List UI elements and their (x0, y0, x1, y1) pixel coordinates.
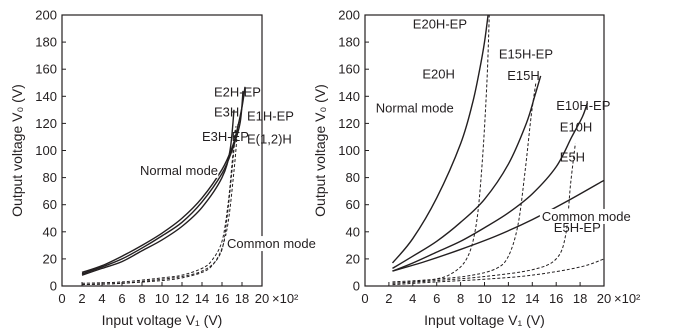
x-tick-label: 8 (138, 291, 145, 306)
y-tick-label: 0 (353, 279, 360, 294)
x-tick-label: 4 (409, 291, 416, 306)
common-mode-line-7 (392, 143, 576, 284)
common-mode-line-6 (392, 82, 537, 283)
x-tick-label: 12 (175, 291, 189, 306)
curve-label-e-1-2-h: E(1,2)H (247, 132, 292, 147)
curve-label-e5h-ep: E5H-EP (554, 220, 601, 235)
curve-label-common-mode: Common mode (542, 209, 631, 224)
label-background (225, 236, 306, 252)
curve-label-e10h: E10H (560, 120, 593, 135)
x-tick-label: 2 (385, 291, 392, 306)
curve-label-common-mode: Common mode (227, 236, 316, 251)
x-tick-label: 0 (58, 291, 65, 306)
normal-mode-line-1 (391, 15, 489, 264)
curve-label-e2h-ep: E2H-EP (214, 84, 261, 99)
x-tick-label: 10 (477, 291, 491, 306)
curve-label-e15h-ep: E15H-EP (499, 46, 553, 61)
x-tick-label: 20 (255, 291, 269, 306)
label-background (539, 208, 621, 224)
x-tick-label: 14 (525, 291, 539, 306)
normal-mode-line-1 (81, 86, 246, 274)
normal-mode-line-2 (81, 90, 244, 275)
series-group (81, 86, 246, 286)
y-tick-label: 40 (346, 224, 360, 239)
y-tick-label: 100 (35, 143, 57, 158)
y-tick-label: 0 (50, 279, 57, 294)
common-mode-line-4 (81, 126, 237, 286)
x-tick-label: 6 (433, 291, 440, 306)
curve-label-e5h: E5H (560, 149, 585, 164)
normal-mode-line-3 (81, 109, 235, 276)
y-tick-label: 20 (43, 251, 57, 266)
label-background (138, 162, 219, 178)
normal-mode-line-4 (392, 179, 604, 272)
curve-label-e15h: E15H (507, 68, 540, 83)
y-tick-label: 100 (338, 143, 360, 158)
curve-label-e3h: E3H (214, 105, 239, 120)
y-tick-label: 80 (43, 170, 57, 185)
x-tick-label: 18 (235, 291, 249, 306)
normal-mode-line-3 (392, 102, 588, 272)
y-tick-label: 120 (35, 116, 57, 131)
x-tick-label: 0 (361, 291, 368, 306)
x-multiplier-label: ×10² (614, 291, 641, 306)
y-tick-label: 180 (35, 35, 57, 50)
y-tick-label: 200 (338, 8, 360, 23)
chart-panel-2: 0 20 40 60 80 100 120 140 160 180 200 0 2 4 6 8 10 12 14 16… (312, 8, 641, 329)
curve-label-normal-mode: Normal mode (140, 163, 218, 178)
common-mode-line-5 (392, 15, 490, 284)
x-tick-label: 6 (118, 291, 125, 306)
common-mode-line-8 (392, 258, 604, 286)
common-mode-line-6 (81, 123, 239, 286)
x-tick-label: 12 (501, 291, 515, 306)
y-axis-label: Output voltage V₀ (V) (9, 84, 25, 217)
x-axis-label: Input voltage V₁ (V) (102, 312, 223, 328)
y-tick-label: 60 (346, 197, 360, 212)
curve-label-e1h-ep: E1H-EP (247, 109, 294, 124)
x-tick-label: 20 (597, 291, 611, 306)
series-group (391, 15, 604, 286)
x-tick-label: 14 (195, 291, 209, 306)
label-background (373, 100, 455, 116)
x-tick-label: 4 (98, 291, 105, 306)
x-tick-label: 18 (573, 291, 587, 306)
curve-label-e10h-ep: E10H-EP (556, 98, 610, 113)
y-tick-label: 120 (338, 116, 360, 131)
curve-label-e3h-ep: E3H-EP (202, 129, 249, 144)
y-tick-label: 140 (338, 89, 360, 104)
x-tick-label: 10 (155, 291, 169, 306)
x-tick-label: 16 (215, 291, 229, 306)
y-tick-label: 180 (338, 35, 360, 50)
y-tick-label: 40 (43, 224, 57, 239)
y-tick-label: 200 (35, 8, 57, 23)
curve-label-e20h: E20H (422, 67, 455, 82)
common-mode-line-5 (81, 130, 236, 284)
curve-label-normal-mode: Normal mode (376, 101, 454, 116)
y-tick-label: 20 (346, 251, 360, 266)
y-tick-label: 80 (346, 170, 360, 185)
y-tick-label: 140 (35, 89, 57, 104)
x-tick-label: 16 (549, 291, 563, 306)
y-tick-label: 160 (35, 62, 57, 77)
y-tick-label: 60 (43, 197, 57, 212)
curve-label-e20h-ep: E20H-EP (413, 17, 467, 32)
x-tick-label: 2 (78, 291, 85, 306)
y-axis-label: Output voltage V₀ (V) (312, 84, 328, 217)
x-multiplier-label: ×10² (272, 291, 299, 306)
y-tick-label: 160 (338, 62, 360, 77)
x-axis-label: Input voltage V₁ (V) (424, 312, 545, 328)
x-tick-label: 8 (457, 291, 464, 306)
